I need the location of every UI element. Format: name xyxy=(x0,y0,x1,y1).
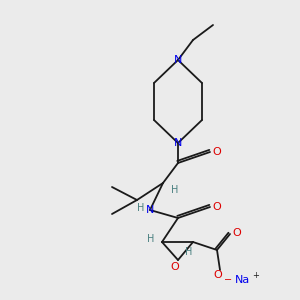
Text: −: − xyxy=(224,275,232,285)
Text: O: O xyxy=(214,270,222,280)
Text: H: H xyxy=(137,203,145,213)
Text: O: O xyxy=(232,228,242,238)
Text: O: O xyxy=(213,147,221,157)
Text: N: N xyxy=(174,138,182,148)
Text: H: H xyxy=(147,234,155,244)
Text: N: N xyxy=(146,205,154,215)
Text: Na: Na xyxy=(234,275,250,285)
Text: H: H xyxy=(171,185,179,195)
Text: N: N xyxy=(174,55,182,65)
Text: O: O xyxy=(213,202,221,212)
Text: H: H xyxy=(185,247,193,257)
Text: +: + xyxy=(253,272,260,280)
Text: O: O xyxy=(171,262,179,272)
